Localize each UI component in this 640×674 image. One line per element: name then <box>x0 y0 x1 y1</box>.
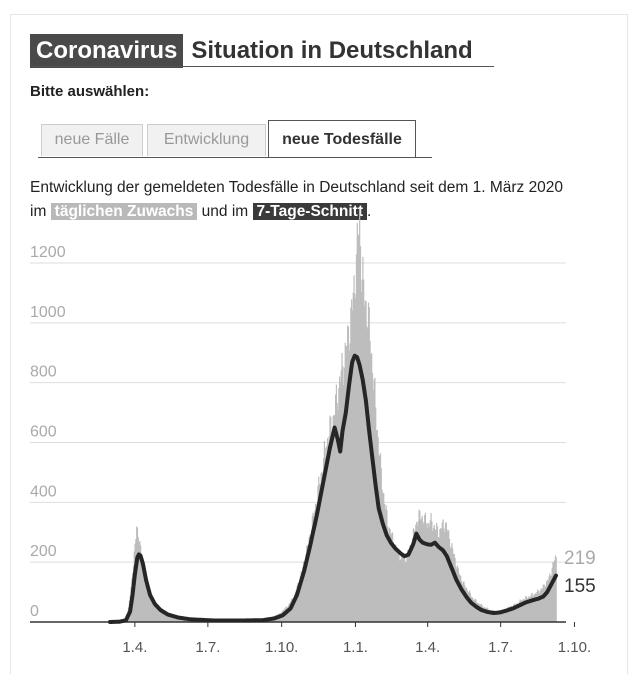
legend-daily-highlight: täglichen Zuwachs <box>51 203 198 220</box>
title-text: Situation in Deutschland <box>191 36 472 66</box>
legend-avg-highlight: 7-Tage-Schnitt <box>253 203 368 220</box>
tab-entwicklung[interactable]: Entwicklung <box>147 124 266 156</box>
description-line1: Entwicklung der gemeldeten Todesfälle in… <box>30 179 563 196</box>
description-und-im: und im <box>202 203 249 220</box>
title-underline <box>30 66 494 67</box>
tab-bar: neue Fälle Entwicklung neue Todesfälle <box>38 120 432 158</box>
select-label: Bitte auswählen: <box>30 83 149 100</box>
widget-card <box>10 14 628 674</box>
title-tag: Coronavirus <box>30 34 183 68</box>
widget-title: Coronavirus Situation in Deutschland <box>30 34 473 68</box>
description-im: im <box>30 203 46 220</box>
chart-description: Entwicklung der gemeldeten Todesfälle in… <box>30 176 620 224</box>
tab-baseline <box>38 157 432 158</box>
tab-neue-todesfaelle[interactable]: neue Todesfälle <box>268 120 416 158</box>
tab-neue-faelle[interactable]: neue Fälle <box>41 124 143 156</box>
description-period: . <box>367 203 371 220</box>
